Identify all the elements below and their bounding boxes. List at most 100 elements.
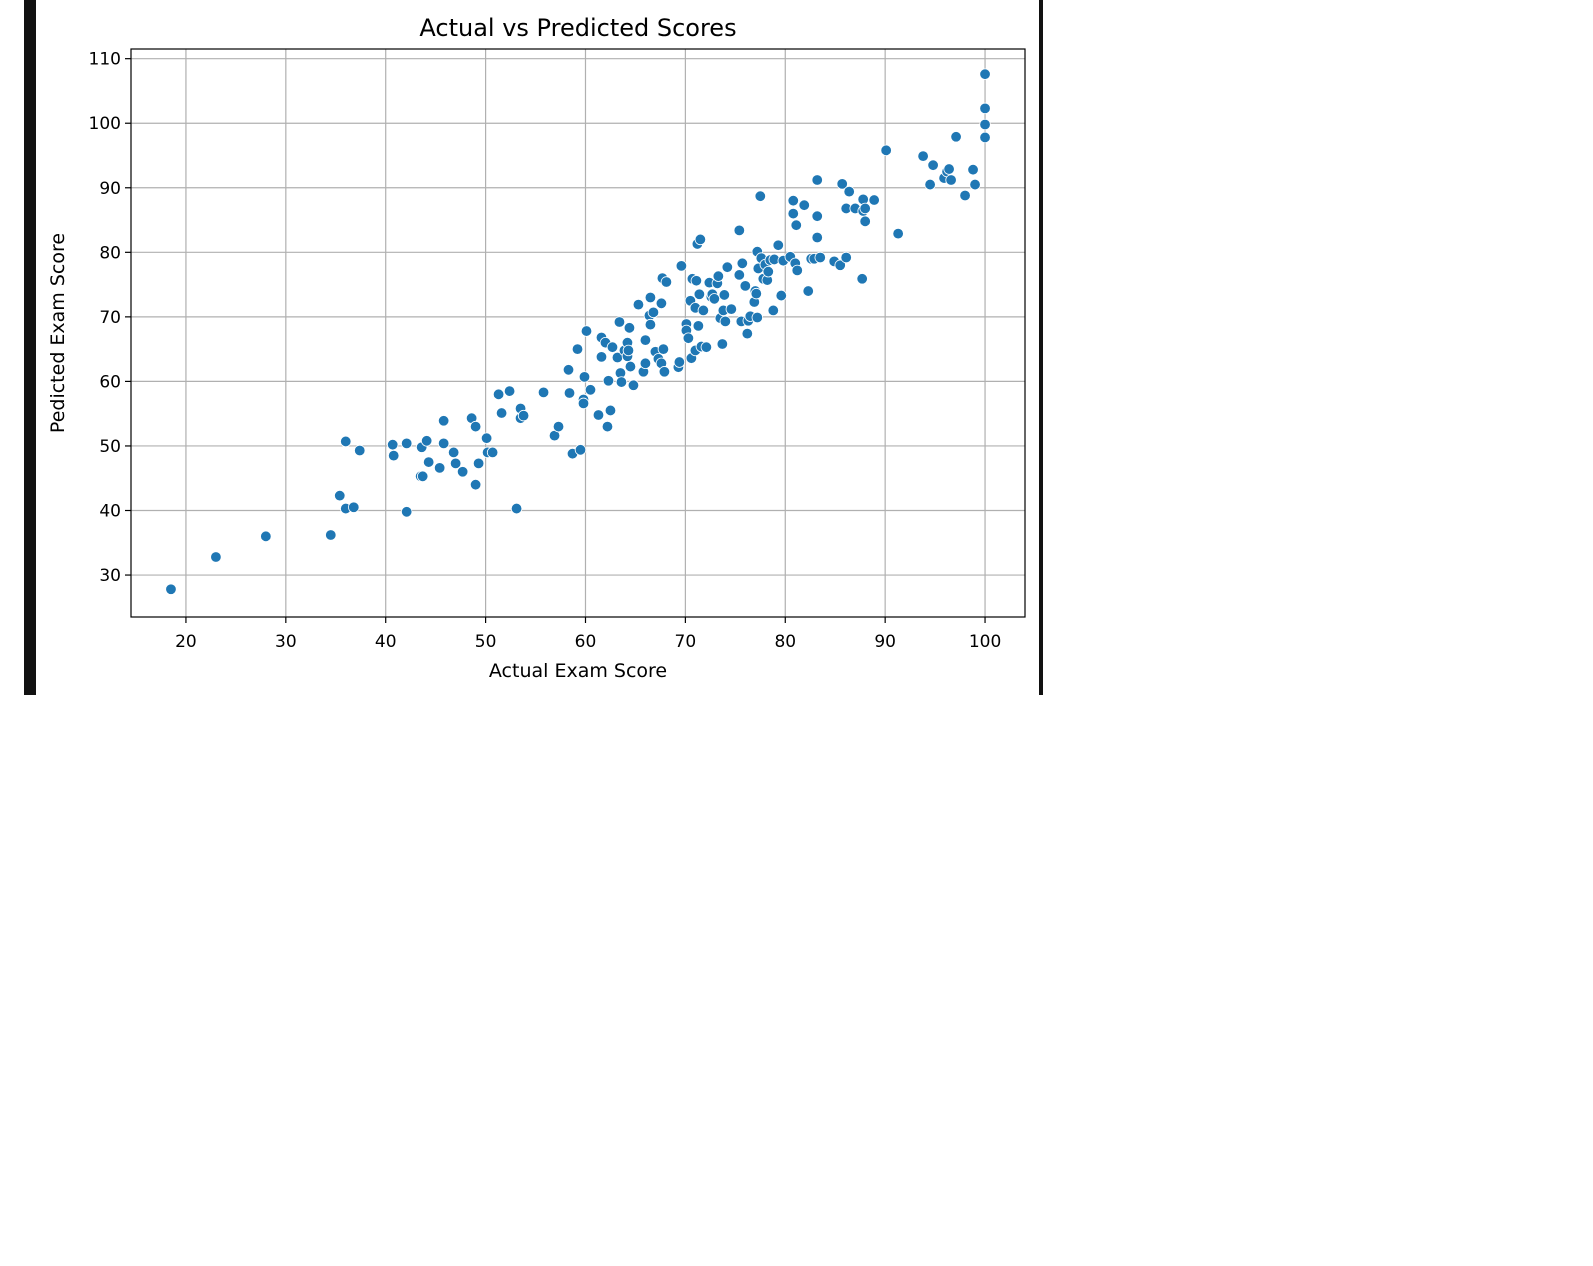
y-tick-label: 100 bbox=[89, 114, 121, 134]
x-tick-label: 80 bbox=[774, 632, 796, 652]
data-point bbox=[627, 379, 640, 391]
data-point bbox=[210, 551, 222, 563]
data-point bbox=[697, 304, 710, 317]
data-point bbox=[562, 364, 575, 376]
data-point bbox=[811, 174, 823, 186]
data-point bbox=[657, 343, 670, 355]
data-point bbox=[644, 318, 657, 331]
data-point bbox=[492, 388, 505, 401]
chart-title: Actual vs Predicted Scores bbox=[419, 14, 736, 42]
data-point bbox=[606, 341, 619, 353]
plot-area bbox=[130, 48, 1026, 618]
data-point bbox=[658, 366, 671, 378]
data-point bbox=[604, 404, 617, 417]
data-point bbox=[595, 351, 608, 363]
data-point bbox=[420, 435, 433, 447]
data-point bbox=[602, 375, 615, 387]
data-point bbox=[552, 420, 565, 433]
data-point bbox=[762, 265, 774, 278]
data-point bbox=[692, 320, 705, 332]
data-point bbox=[811, 210, 823, 222]
y-tick-label: 30 bbox=[99, 566, 121, 586]
data-point bbox=[574, 444, 587, 456]
data-point bbox=[979, 131, 991, 144]
y-tick-label: 110 bbox=[89, 50, 121, 70]
data-point bbox=[486, 446, 499, 459]
data-point bbox=[571, 343, 584, 355]
scatter-plot: 20 30 40 50 60 70 80 90 10030405060708090100110 … bbox=[47, 14, 1026, 682]
data-point bbox=[472, 457, 485, 470]
data-point bbox=[694, 233, 707, 246]
data-point bbox=[517, 409, 530, 422]
chart-panel: 20 30 40 50 60 70 80 90 100 30 40 50 60 70 80 90 100 110 … bbox=[36, 0, 1039, 695]
axis-ticks: 20 30 40 50 60 70 80 90 100 30 40 50 60 70 80 90 100 110 bbox=[89, 50, 1002, 652]
data-point bbox=[660, 276, 673, 288]
data-point bbox=[843, 185, 855, 198]
data-point bbox=[537, 386, 550, 399]
data-point bbox=[959, 189, 971, 202]
data-point bbox=[437, 415, 450, 427]
data-point bbox=[578, 371, 591, 383]
data-point bbox=[601, 420, 614, 433]
grid-lines bbox=[131, 49, 1025, 617]
y-axis-label: Pedicted Exam Score bbox=[47, 233, 69, 433]
x-axis-label: Actual Exam Score bbox=[489, 660, 667, 682]
data-point bbox=[945, 174, 957, 186]
data-point bbox=[682, 332, 695, 344]
data-point bbox=[736, 257, 749, 269]
data-point bbox=[334, 489, 346, 502]
data-point bbox=[563, 387, 576, 399]
data-point bbox=[388, 449, 400, 462]
data-point bbox=[840, 251, 852, 264]
data-point bbox=[503, 385, 516, 397]
data-point bbox=[721, 261, 734, 273]
data-point bbox=[969, 178, 981, 191]
data-point bbox=[433, 462, 446, 474]
x-tick-label: 50 bbox=[475, 632, 497, 652]
data-point bbox=[811, 231, 823, 244]
data-point bbox=[924, 178, 936, 191]
data-point bbox=[859, 202, 871, 215]
data-point bbox=[387, 438, 399, 451]
data-point bbox=[577, 397, 590, 410]
data-point bbox=[655, 297, 668, 310]
right-frame-bar bbox=[1039, 0, 1043, 695]
data-point bbox=[892, 227, 904, 240]
data-point bbox=[673, 356, 686, 368]
data-point bbox=[787, 207, 799, 220]
data-point bbox=[741, 327, 754, 340]
data-point bbox=[632, 298, 645, 311]
data-points bbox=[165, 68, 991, 595]
data-point bbox=[754, 190, 766, 202]
x-tick-label: 20 bbox=[175, 632, 197, 652]
y-tick-label: 40 bbox=[99, 502, 121, 522]
data-point bbox=[943, 163, 955, 175]
data-point bbox=[400, 506, 413, 518]
data-point bbox=[802, 285, 814, 297]
data-point bbox=[622, 344, 635, 357]
data-point bbox=[400, 437, 413, 450]
data-point bbox=[623, 322, 636, 334]
data-point bbox=[615, 376, 628, 388]
data-point bbox=[437, 437, 450, 450]
data-point bbox=[880, 144, 892, 157]
x-tick-label: 90 bbox=[874, 632, 896, 652]
data-point bbox=[165, 583, 177, 595]
data-point bbox=[917, 150, 929, 162]
data-point bbox=[712, 270, 725, 282]
data-point bbox=[787, 194, 799, 207]
data-point bbox=[708, 293, 721, 305]
x-tick-label: 30 bbox=[275, 632, 297, 652]
data-point bbox=[772, 239, 784, 251]
data-point bbox=[693, 288, 706, 300]
data-point bbox=[927, 159, 939, 171]
data-point bbox=[798, 199, 810, 211]
data-point bbox=[348, 501, 360, 513]
data-point bbox=[480, 432, 493, 444]
data-point bbox=[950, 131, 962, 143]
data-point bbox=[775, 289, 787, 302]
data-point bbox=[739, 280, 752, 292]
data-point bbox=[613, 316, 626, 328]
data-point bbox=[700, 341, 713, 353]
data-point bbox=[675, 260, 688, 272]
